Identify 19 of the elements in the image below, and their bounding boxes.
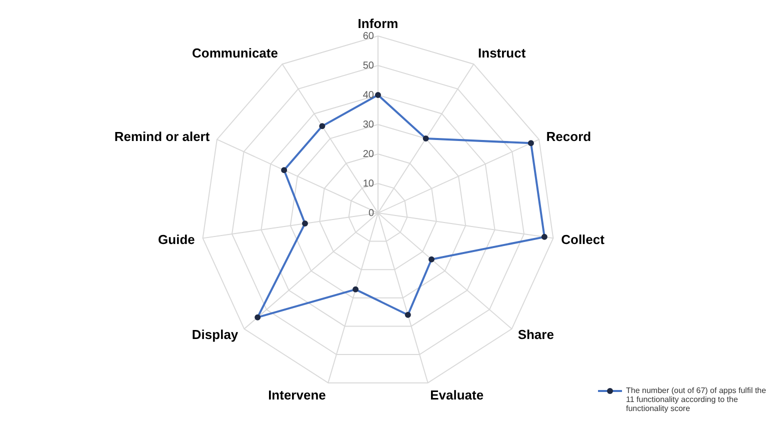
spoke-label: Record [546,128,592,144]
spoke-label: Share [518,326,554,342]
y-tick-label: 10 [362,178,374,190]
y-tick-label: 20 [362,149,374,160]
y-tick-label: 50 [362,60,374,72]
y-tick-label: 30 [362,120,374,130]
y-tick-label: 60 [362,31,374,42]
y-tick-label: 40 [362,90,374,101]
legend-label: The number (out of 67) of apps fulfil the 11 functionality according to the functionality score [626,386,768,413]
spoke-label: Inform [358,16,398,31]
spoke-label: Evaluate [430,388,484,403]
spoke-label: Collect [561,232,606,247]
spoke-label: Communicate [192,45,278,60]
spoke-label: Instruct [478,45,526,60]
spoke-label: Guide [158,232,195,247]
y-tick-label: 0 [368,208,374,219]
spoke-label: Display [192,326,239,342]
spoke-label: Remind or alert [114,128,210,144]
spoke-label: Intervene [268,388,326,403]
